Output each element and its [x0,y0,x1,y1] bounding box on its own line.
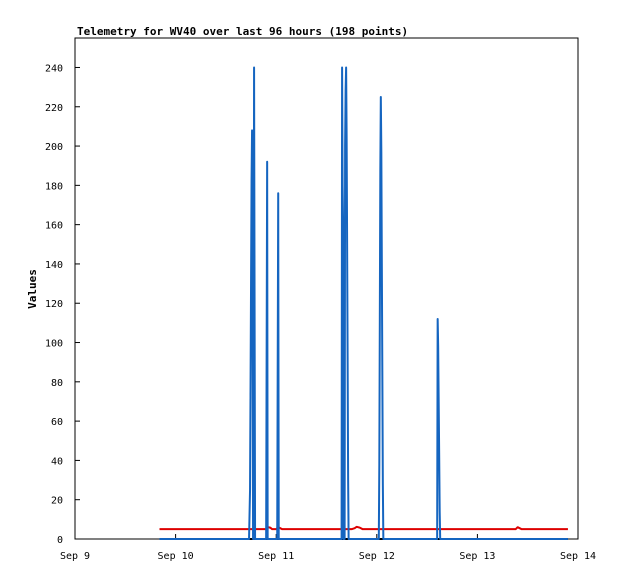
y-tick-label: 20 [51,496,63,507]
y-tick-label: 220 [45,103,63,114]
y-tick-label: 140 [45,260,63,271]
y-tick-label: 200 [45,142,63,153]
plot-area [74,37,579,540]
chart-title: Telemetry for WV40 over last 96 hours (1… [77,25,408,38]
x-tick-label: Sep 9 [60,551,90,562]
series-line-0 [159,66,568,540]
series-layer [159,66,568,540]
x-tick-label: Sep 11 [258,551,294,562]
series-line-1 [159,525,568,531]
x-tick-label: Sep 13 [459,551,495,562]
y-tick-label: 160 [45,221,63,232]
x-tick-label: Sep 14 [560,551,596,562]
x-tick-label: Sep 10 [158,551,194,562]
y-tick-label: 100 [45,339,63,350]
y-tick-label: 120 [45,299,63,310]
y-axis-label: Values [26,269,39,309]
x-tick-label: Sep 12 [359,551,395,562]
y-tick-label: 0 [57,535,63,546]
y-tick-label: 80 [51,378,63,389]
y-axis: 0 20 40 60 80 100 120 140 160 180 200 220 240 [45,63,80,546]
y-tick-label: 180 [45,181,63,192]
y-tick-label: 40 [51,456,63,467]
y-tick-label: 60 [51,417,63,428]
y-tick-label: 240 [45,63,63,74]
